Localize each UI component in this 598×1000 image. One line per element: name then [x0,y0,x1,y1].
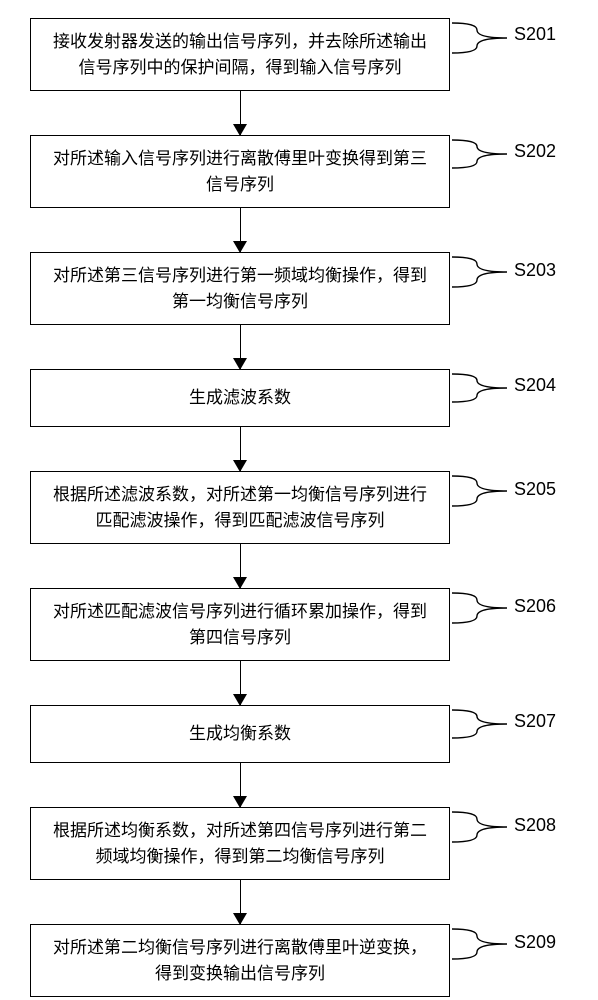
step-text: 根据所述均衡系数，对所述第四信号序列进行第二频域均衡操作，得到第二均衡信号序列 [45,818,435,869]
step-box: 对所述匹配滤波信号序列进行循环累加操作，得到第四信号序列 [30,588,450,661]
brace-connector [450,475,510,507]
connector [30,661,450,705]
flow-step: 生成均衡系数 S207 [0,705,598,763]
step-label: S209 [514,932,556,953]
flow-step: 对所述第三信号序列进行第一频域均衡操作，得到第一均衡信号序列 S203 [0,252,598,325]
step-box: 根据所述均衡系数，对所述第四信号序列进行第二频域均衡操作，得到第二均衡信号序列 [30,807,450,880]
step-box: 对所述第三信号序列进行第一频域均衡操作，得到第一均衡信号序列 [30,252,450,325]
step-box: 对所述第二均衡信号序列进行离散傅里叶逆变换，得到变换输出信号序列 [30,924,450,997]
step-box: 生成滤波系数 [30,369,450,427]
step-label: S208 [514,815,556,836]
brace-connector [450,256,510,288]
step-text: 对所述第二均衡信号序列进行离散傅里叶逆变换，得到变换输出信号序列 [45,935,435,986]
connector [30,544,450,588]
step-label: S204 [514,375,556,396]
flow-step: 根据所述均衡系数，对所述第四信号序列进行第二频域均衡操作，得到第二均衡信号序列 S… [0,807,598,880]
brace-connector [450,928,510,960]
step-text: 根据所述滤波系数，对所述第一均衡信号序列进行匹配滤波操作，得到匹配滤波信号序列 [45,482,435,533]
step-text: 生成滤波系数 [189,385,291,411]
flow-step: 根据所述滤波系数，对所述第一均衡信号序列进行匹配滤波操作，得到匹配滤波信号序列 S… [0,471,598,544]
connector [30,208,450,252]
flow-step: 生成滤波系数 S204 [0,369,598,427]
connector [30,91,450,135]
flow-step: 对所述输入信号序列进行离散傅里叶变换得到第三信号序列 S202 [0,135,598,208]
step-text: 生成均衡系数 [189,721,291,747]
step-box: 生成均衡系数 [30,705,450,763]
flow-step: 接收发射器发送的输出信号序列，并去除所述输出信号序列中的保护间隔，得到输入信号序… [0,18,598,91]
brace-connector [450,709,510,739]
brace-connector [450,811,510,843]
step-label: S207 [514,711,556,732]
brace-connector [450,373,510,403]
flowchart-container: 接收发射器发送的输出信号序列，并去除所述输出信号序列中的保护间隔，得到输入信号序… [0,18,598,997]
brace-connector [450,139,510,169]
step-box: 接收发射器发送的输出信号序列，并去除所述输出信号序列中的保护间隔，得到输入信号序… [30,18,450,91]
step-text: 对所述匹配滤波信号序列进行循环累加操作，得到第四信号序列 [45,599,435,650]
connector [30,880,450,924]
step-box: 根据所述滤波系数，对所述第一均衡信号序列进行匹配滤波操作，得到匹配滤波信号序列 [30,471,450,544]
flow-step: 对所述第二均衡信号序列进行离散傅里叶逆变换，得到变换输出信号序列 S209 [0,924,598,997]
connector [30,427,450,471]
step-label: S203 [514,260,556,281]
step-text: 对所述输入信号序列进行离散傅里叶变换得到第三信号序列 [45,146,435,197]
step-label: S206 [514,596,556,617]
step-label: S202 [514,141,556,162]
step-label: S205 [514,479,556,500]
step-box: 对所述输入信号序列进行离散傅里叶变换得到第三信号序列 [30,135,450,208]
brace-connector [450,22,510,54]
connector [30,763,450,807]
connector [30,325,450,369]
flow-step: 对所述匹配滤波信号序列进行循环累加操作，得到第四信号序列 S206 [0,588,598,661]
step-text: 对所述第三信号序列进行第一频域均衡操作，得到第一均衡信号序列 [45,263,435,314]
step-label: S201 [514,24,556,45]
brace-connector [450,592,510,624]
step-text: 接收发射器发送的输出信号序列，并去除所述输出信号序列中的保护间隔，得到输入信号序… [45,29,435,80]
